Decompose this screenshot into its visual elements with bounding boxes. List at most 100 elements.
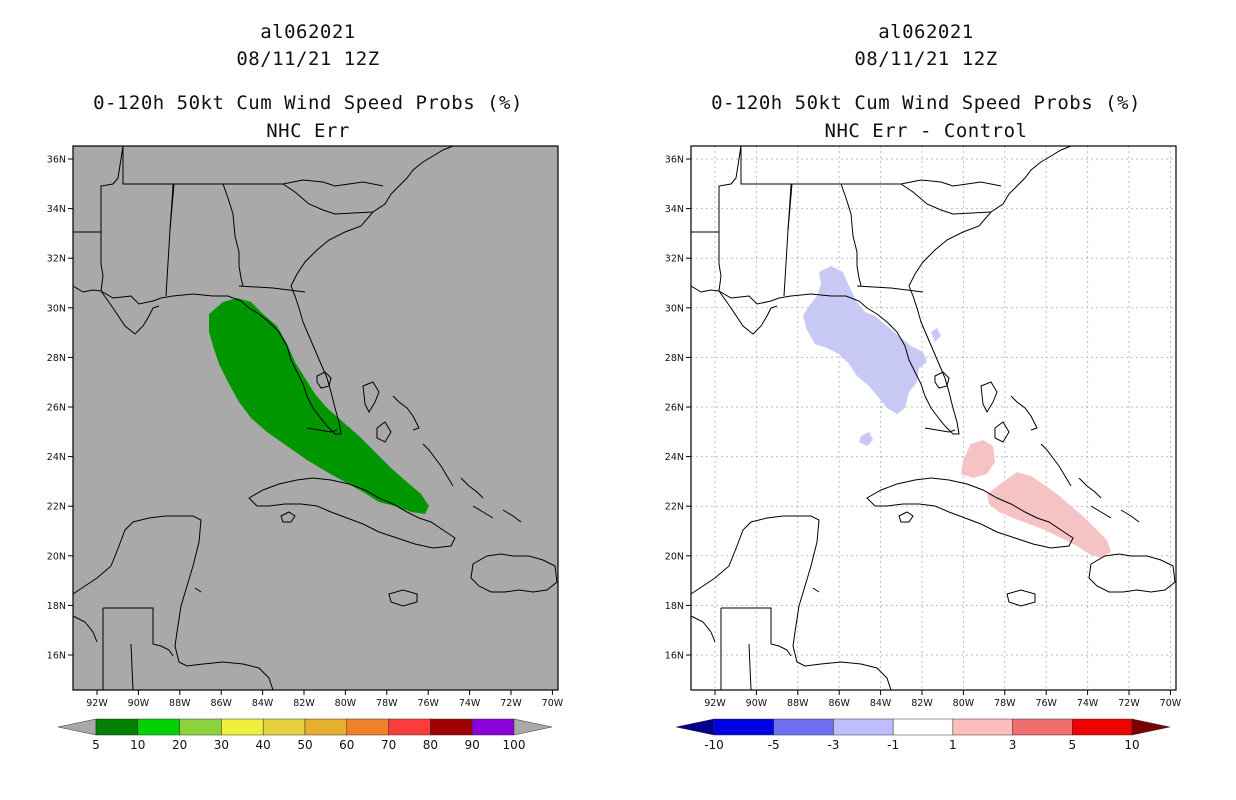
left-prob-field xyxy=(209,298,429,514)
colorbar-swatch xyxy=(221,718,264,736)
lat-tick-label: 30N xyxy=(665,303,684,314)
right-datetime: 08/11/21 12Z xyxy=(854,48,998,70)
lat-tick-label: 28N xyxy=(665,353,684,364)
colorbar-swatch xyxy=(773,718,834,736)
left-product-title: 0-120h 50kt Cum Wind Speed Probs (%) xyxy=(93,92,523,114)
colorbar-label: -1 xyxy=(887,738,899,752)
lon-tick-label: 74W xyxy=(459,698,481,709)
right-product-title: 0-120h 50kt Cum Wind Speed Probs (%) xyxy=(711,92,1141,114)
right-neg-field-2 xyxy=(859,432,873,446)
right-lat-ticks: 36N 34N 32N 30N 28N 26N 24N 22N 20N 18N 16N xyxy=(665,155,691,662)
lon-tick-label: 82W xyxy=(293,698,315,709)
right-map-frame xyxy=(690,145,1177,691)
colorbar-under-triangle xyxy=(57,718,97,736)
lon-tick-label: 86W xyxy=(828,698,850,709)
colorbar-swatch xyxy=(892,718,954,736)
colorbar-label: 1 xyxy=(949,738,957,752)
colorbar-label: 80 xyxy=(423,738,438,752)
left-map xyxy=(72,145,559,691)
lat-tick-label: 24N xyxy=(665,452,684,463)
lon-tick-label: 88W xyxy=(787,698,809,709)
lat-tick-label: 36N xyxy=(47,155,66,166)
lat-tick-label: 18N xyxy=(47,601,66,612)
left-storm-id: al062021 xyxy=(260,21,356,43)
lat-tick-label: 32N xyxy=(47,254,66,265)
lat-tick-label: 32N xyxy=(665,254,684,265)
lon-tick-label: 70W xyxy=(542,698,564,709)
colorbar-label: 40 xyxy=(256,738,271,752)
lat-tick-label: 18N xyxy=(665,601,684,612)
lon-tick-label: 74W xyxy=(1077,698,1099,709)
colorbar-label: -5 xyxy=(768,738,780,752)
colorbar-label: 60 xyxy=(339,738,354,752)
lon-tick-label: 84W xyxy=(870,698,892,709)
left-map-frame xyxy=(72,145,559,691)
colorbar-swatch xyxy=(137,718,180,736)
right-neg-field xyxy=(803,266,927,414)
lat-tick-label: 26N xyxy=(47,403,66,414)
colorbar-swatch xyxy=(179,718,222,736)
colorbar-label: -10 xyxy=(704,738,724,752)
colorbar-swatch xyxy=(95,718,139,736)
lon-tick-label: 80W xyxy=(953,698,975,709)
colorbar-swatch xyxy=(262,718,306,736)
left-colorbar: 5 10 20 30 40 50 60 70 80 90 100 xyxy=(57,718,553,752)
colorbar-swatch xyxy=(1012,718,1073,736)
colorbar-label: 50 xyxy=(297,738,312,752)
left-datetime: 08/11/21 12Z xyxy=(236,48,380,70)
lon-tick-label: 78W xyxy=(376,698,398,709)
colorbar-label: 30 xyxy=(214,738,229,752)
lon-tick-label: 76W xyxy=(1035,698,1057,709)
colorbar-label: 90 xyxy=(465,738,480,752)
lon-tick-label: 78W xyxy=(994,698,1016,709)
right-map-background xyxy=(691,146,1176,690)
colorbar-swatch xyxy=(430,718,473,736)
lat-tick-label: 24N xyxy=(47,452,66,463)
lon-tick-label: 92W xyxy=(86,698,108,709)
lat-tick-label: 34N xyxy=(47,204,66,215)
right-subtitle: NHC Err - Control xyxy=(824,120,1028,142)
lon-tick-label: 82W xyxy=(911,698,933,709)
lat-tick-label: 20N xyxy=(47,551,66,562)
lat-tick-label: 16N xyxy=(665,651,684,662)
lon-tick-label: 72W xyxy=(500,698,522,709)
left-lon-ticks: 92W 90W 88W 86W 84W 82W 80W 78W 76W 74W 72W 70W xyxy=(86,690,564,709)
right-map xyxy=(690,145,1177,691)
colorbar-under-triangle xyxy=(675,718,715,736)
colorbar-over-triangle xyxy=(1131,718,1171,736)
colorbar-label: 3 xyxy=(1009,738,1017,752)
left-lat-ticks: 36N 34N 32N 30N 28N 26N 24N 22N 20N 18N 16N xyxy=(47,155,73,662)
lon-tick-label: 84W xyxy=(252,698,274,709)
lon-tick-label: 86W xyxy=(210,698,232,709)
colorbar-label: 5 xyxy=(92,738,100,752)
right-lon-ticks: 92W 90W 88W 86W 84W 82W 80W 78W 76W 74W 72W 70W xyxy=(704,690,1182,709)
lat-tick-label: 28N xyxy=(47,353,66,364)
colorbar-label: 70 xyxy=(381,738,396,752)
colorbar-swatch xyxy=(713,718,774,736)
colorbar-swatch xyxy=(471,718,515,736)
colorbar-label: 10 xyxy=(1124,738,1139,752)
colorbar-label: -3 xyxy=(827,738,839,752)
colorbar-swatch xyxy=(346,718,389,736)
lat-tick-label: 36N xyxy=(665,155,684,166)
colorbar-over-triangle xyxy=(513,718,553,736)
right-neg-field-3 xyxy=(931,328,941,342)
lat-tick-label: 22N xyxy=(665,502,684,513)
lon-tick-label: 90W xyxy=(746,698,768,709)
lat-tick-label: 30N xyxy=(47,303,66,314)
lon-tick-label: 90W xyxy=(128,698,150,709)
colorbar-swatch xyxy=(1072,718,1133,736)
colorbar-swatch xyxy=(304,718,348,736)
lon-tick-label: 76W xyxy=(417,698,439,709)
right-colorbar: -10 -5 -3 -1 1 3 5 10 xyxy=(675,718,1171,752)
right-storm-id: al062021 xyxy=(878,21,974,43)
lon-tick-label: 72W xyxy=(1118,698,1140,709)
lon-tick-label: 88W xyxy=(169,698,191,709)
lat-tick-label: 34N xyxy=(665,204,684,215)
lat-tick-label: 16N xyxy=(47,651,66,662)
lat-tick-label: 26N xyxy=(665,403,684,414)
colorbar-label: 5 xyxy=(1068,738,1076,752)
colorbar-swatch xyxy=(833,718,894,736)
lon-tick-label: 70W xyxy=(1160,698,1182,709)
